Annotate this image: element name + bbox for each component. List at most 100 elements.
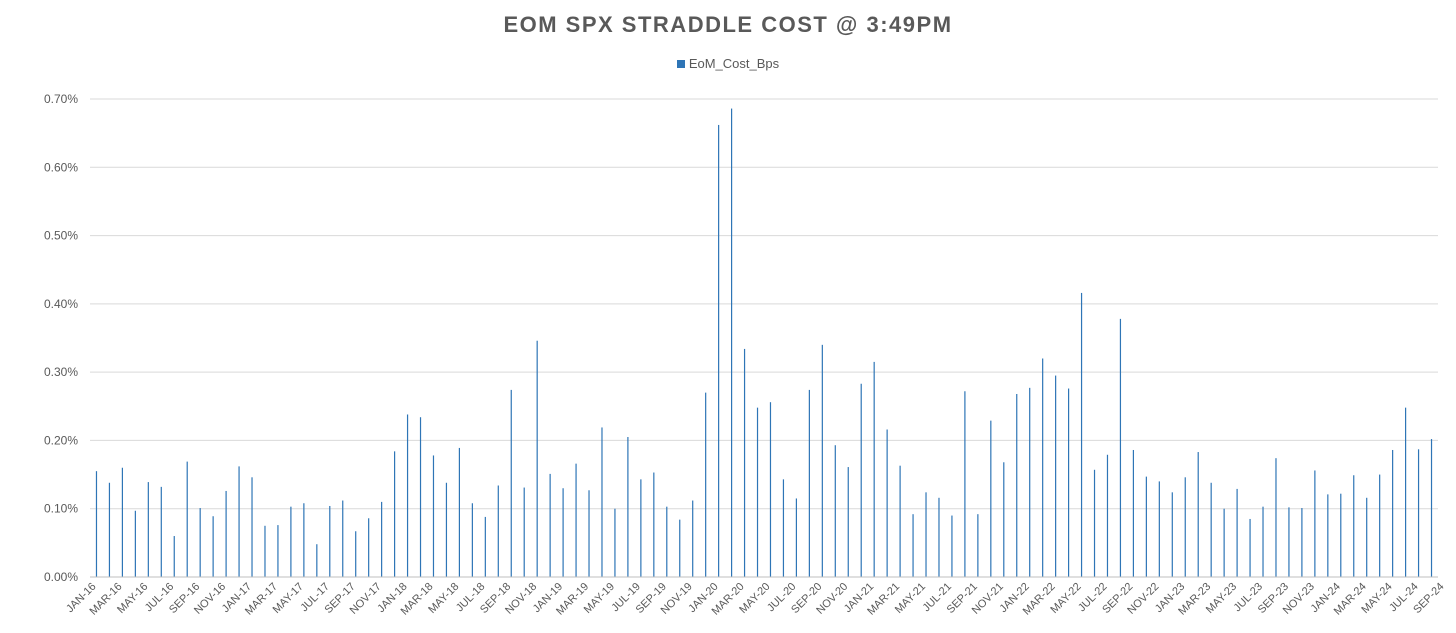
bar [718, 124, 720, 577]
bar [1392, 449, 1394, 577]
bar [484, 516, 486, 577]
bar [562, 488, 564, 577]
bar [1119, 318, 1122, 577]
bar [1171, 492, 1173, 577]
bar [1430, 439, 1433, 577]
bar [873, 361, 875, 577]
bar [251, 477, 253, 577]
bar [212, 516, 214, 577]
bar [588, 490, 590, 577]
bar [1029, 387, 1031, 577]
bar [1353, 475, 1355, 577]
bar [1223, 508, 1225, 577]
bar [769, 402, 772, 577]
y-tick-label: 0.20% [44, 433, 78, 447]
bar [756, 407, 759, 577]
bar [1068, 388, 1070, 577]
bars [95, 108, 1433, 577]
bar [977, 514, 979, 577]
bar [1405, 407, 1407, 577]
bar [95, 471, 98, 577]
bar [264, 525, 266, 577]
bar [834, 445, 836, 577]
bar [1249, 518, 1251, 577]
bar [990, 420, 992, 577]
bar [1301, 508, 1303, 577]
y-tick-label: 0.70% [44, 92, 78, 106]
bar [290, 506, 292, 577]
bar [679, 519, 681, 577]
bar [303, 503, 305, 577]
bar [108, 482, 111, 577]
bar [445, 482, 448, 577]
bar [847, 467, 849, 577]
bar [1093, 469, 1096, 577]
bar [627, 437, 629, 577]
bar [536, 340, 538, 577]
bar [225, 490, 227, 577]
bar [1055, 375, 1057, 577]
bar [640, 479, 642, 577]
bar [160, 486, 162, 577]
bar [795, 498, 797, 577]
y-tick-label: 0.60% [44, 160, 78, 174]
bar [394, 451, 396, 577]
bar [1158, 481, 1160, 577]
bar [277, 525, 279, 577]
bar [1417, 449, 1420, 577]
bar [1314, 470, 1316, 577]
bar [419, 417, 422, 577]
bar [601, 427, 603, 577]
bar [808, 389, 810, 577]
y-tick-label: 0.00% [44, 570, 78, 584]
bar [238, 466, 240, 577]
y-tick-label: 0.40% [44, 297, 78, 311]
bar [1132, 449, 1134, 577]
bar [653, 472, 655, 577]
bar [782, 479, 785, 577]
bar [329, 505, 331, 577]
bar [1197, 452, 1199, 577]
bar [523, 487, 525, 577]
bar [860, 383, 862, 577]
bar [964, 391, 966, 577]
chart-title: EOM SPX STRADDLE COST @ 3:49PM [503, 12, 953, 37]
bar [432, 455, 435, 577]
bar [925, 492, 927, 577]
y-tick-label: 0.30% [44, 365, 78, 379]
bar [406, 414, 409, 577]
bar [692, 500, 694, 577]
bar [1042, 358, 1044, 577]
bar [886, 429, 888, 577]
chart-legend: EoM_Cost_Bps [0, 56, 1456, 71]
bar [381, 501, 383, 577]
bar [121, 467, 123, 577]
bar [510, 389, 512, 577]
bar [458, 447, 460, 577]
bar [1016, 393, 1018, 577]
bar [173, 536, 175, 577]
bar [1236, 488, 1238, 577]
bar [147, 482, 149, 577]
bar [316, 544, 318, 577]
y-tick-label: 0.10% [44, 502, 78, 516]
bar [614, 508, 616, 577]
bar [938, 497, 940, 577]
x-axis-ticks: JAN-16MAR-16MAY-16JUL-16SEP-16NOV-16JAN-… [64, 581, 1446, 618]
bar [912, 514, 914, 577]
bar [1210, 482, 1212, 577]
bar [497, 485, 499, 577]
bar [1288, 507, 1290, 577]
bar [743, 348, 746, 577]
bar [355, 531, 357, 577]
bar [1340, 493, 1342, 577]
bar [342, 500, 344, 577]
bar [1379, 474, 1381, 577]
bar [1366, 497, 1368, 577]
bar [1184, 477, 1186, 577]
bar [951, 515, 953, 577]
bar [368, 518, 370, 577]
bar [1275, 458, 1277, 577]
bar [1106, 454, 1109, 577]
